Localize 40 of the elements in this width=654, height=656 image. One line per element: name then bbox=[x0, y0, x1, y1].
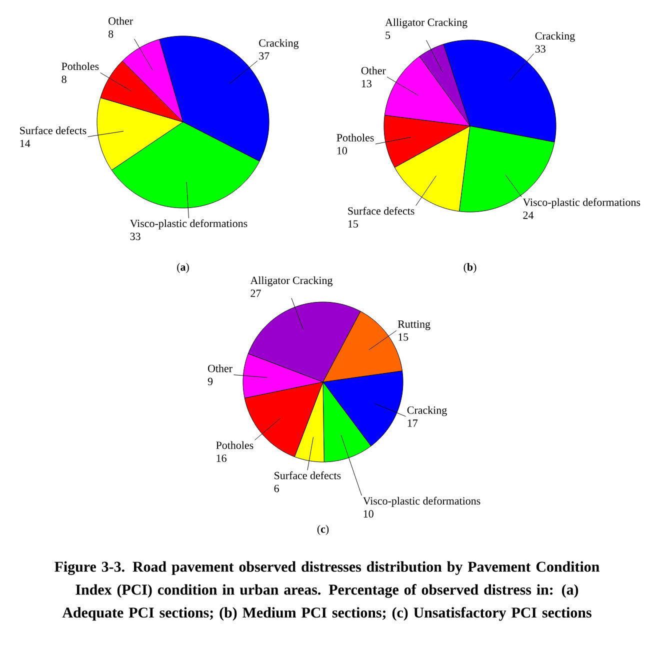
data-label: 33 bbox=[535, 45, 546, 53]
slice-label: Cracking bbox=[407, 406, 447, 416]
slice-label: Other bbox=[108, 17, 133, 25]
slice-label: Surface defects bbox=[274, 471, 341, 480]
data-label: 15 bbox=[348, 220, 358, 228]
caption: Figure 3-3. Road pavement observed distresses distribution by Pavement Condition Index (PCI) condition in urban areas. Percentage of observed distress in: (a) Adequate PCI sections; (b) Medium PCI sections; (c) Unsatisfactory PCI sections bbox=[54, 561, 600, 621]
slice-label: Other bbox=[361, 66, 386, 74]
data-label: 14 bbox=[20, 140, 30, 148]
text: (b) bbox=[464, 263, 476, 273]
slice-label: Potholes bbox=[216, 441, 254, 449]
text: (a) bbox=[177, 263, 189, 273]
data-label: 13 bbox=[362, 80, 372, 88]
slice-label: Visco-plastic deformations bbox=[130, 219, 248, 230]
data-label: 33 bbox=[130, 232, 140, 240]
slice-label: Cracking bbox=[259, 39, 299, 49]
slice-label: Surface defects bbox=[348, 206, 414, 215]
slice-label: Surface defects bbox=[20, 126, 86, 134]
slice-label: Potholes bbox=[62, 62, 99, 70]
data-label: 24 bbox=[523, 212, 534, 219]
slice-label: Visco-plastic deformations bbox=[362, 496, 480, 507]
data-label: 10 bbox=[364, 510, 374, 518]
data-label: 9 bbox=[208, 378, 213, 386]
data-label: 10 bbox=[337, 146, 347, 154]
slice-label: Other bbox=[208, 364, 232, 372]
data-label: 37 bbox=[259, 52, 270, 60]
data-label: 15 bbox=[398, 333, 408, 341]
data-label: 27 bbox=[250, 290, 261, 297]
data-label: 16 bbox=[216, 454, 226, 462]
slice-label: Potholes bbox=[336, 134, 374, 142]
text: (c) bbox=[317, 525, 329, 535]
slice-label: Cracking bbox=[535, 32, 575, 42]
slice-label: Rutting bbox=[398, 320, 430, 330]
slice-label: Alligator Cracking bbox=[385, 18, 468, 28]
data-label: 6 bbox=[274, 484, 279, 492]
slice-label: Alligator Cracking bbox=[250, 276, 332, 286]
data-label: 17 bbox=[408, 419, 418, 427]
slice-label: Visco-plastic deformations bbox=[522, 198, 640, 208]
data-label: 8 bbox=[62, 76, 66, 84]
data-label: 8 bbox=[108, 30, 114, 38]
data-label: 5 bbox=[386, 32, 390, 39]
